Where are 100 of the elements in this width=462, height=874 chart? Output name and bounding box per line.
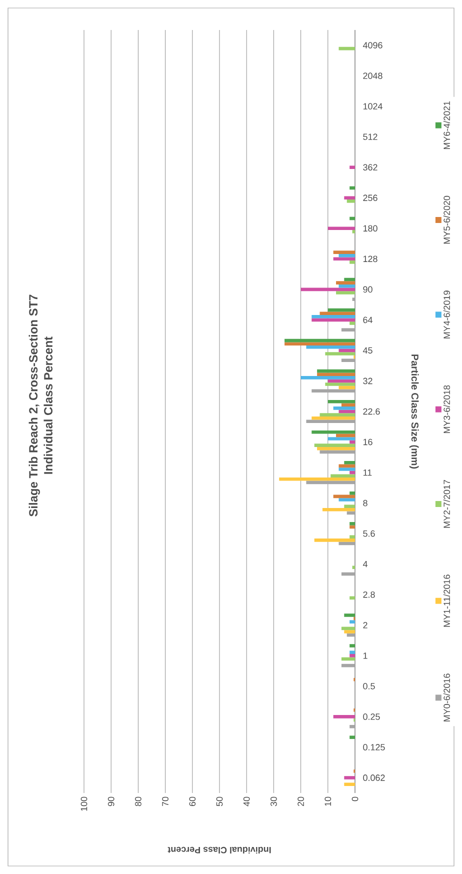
bar	[312, 318, 355, 322]
x-tick-label: 100	[80, 796, 88, 811]
y-tick-label: 2048	[363, 72, 382, 79]
bar	[314, 538, 355, 542]
bar	[325, 352, 355, 356]
legend-label: MY4-6/2019	[443, 290, 450, 338]
bar	[284, 342, 355, 346]
x-tick-label: 80	[135, 796, 142, 806]
bar	[328, 400, 355, 404]
bar	[346, 633, 355, 637]
y-tick-label: 16	[363, 438, 372, 446]
y-tick-label: 4096	[362, 42, 382, 48]
bar	[333, 257, 355, 261]
bar	[338, 410, 355, 414]
bar	[350, 186, 355, 190]
bar	[300, 288, 355, 292]
y-tick-label: 128	[363, 256, 378, 262]
y-tick-label: 0.25	[363, 714, 380, 720]
y-tick-label: 90	[363, 286, 372, 293]
legend-label: MY5-6/2020	[443, 196, 450, 244]
y-tick-label: 8	[363, 500, 368, 506]
x-tick-label: 0	[352, 796, 358, 802]
bar	[306, 420, 355, 424]
bar	[312, 389, 355, 393]
bar	[333, 406, 355, 410]
bar	[325, 382, 355, 386]
bar	[328, 379, 355, 383]
bar	[328, 437, 355, 440]
x-tick-label: 10	[324, 796, 332, 806]
bar	[341, 358, 355, 362]
y-axis-title: Particle Class Size (mm)	[409, 354, 419, 469]
y-tick-label: 2	[363, 622, 368, 628]
bar	[333, 494, 355, 498]
bar	[317, 372, 355, 376]
bar	[341, 403, 355, 407]
bar	[350, 736, 355, 739]
y-tick-label: 256	[363, 194, 378, 202]
bar	[350, 525, 355, 529]
bar	[338, 254, 355, 258]
bar	[344, 630, 355, 634]
bar	[341, 328, 355, 332]
bar	[352, 298, 355, 301]
bar	[350, 654, 355, 658]
bar	[350, 216, 355, 220]
bar	[338, 348, 355, 352]
bar	[336, 291, 355, 294]
bar	[338, 468, 355, 471]
bar	[350, 470, 355, 474]
bar	[344, 196, 355, 200]
bar	[350, 724, 355, 728]
bar	[350, 535, 355, 539]
x-tick-label: 90	[108, 796, 114, 806]
bar	[346, 200, 355, 203]
bar	[336, 434, 355, 438]
text: Silage Trib Reach 2, Cross-Section ST7	[28, 294, 40, 516]
x-tick-label: 20	[298, 796, 304, 806]
bar	[306, 480, 355, 484]
bar	[312, 416, 355, 420]
bar	[279, 477, 355, 481]
bar	[344, 504, 355, 508]
bar	[312, 430, 355, 434]
y-tick-label: 1	[363, 652, 368, 659]
x-tick-label: 30	[270, 796, 277, 806]
legend-label: MY0-6/2016	[443, 674, 450, 722]
bar	[338, 498, 355, 502]
bar	[330, 474, 355, 478]
bar	[338, 542, 355, 546]
bar	[284, 338, 355, 342]
bar	[350, 644, 355, 648]
bar	[320, 450, 355, 454]
y-tick-label: 5.6	[363, 530, 375, 537]
bar	[306, 346, 355, 349]
bar	[350, 440, 355, 444]
y-tick-label: 180	[363, 225, 378, 232]
legend-label: MY3-6/2018	[443, 385, 450, 434]
bar	[333, 715, 355, 718]
y-tick-label: 11	[363, 469, 372, 476]
bar	[350, 596, 355, 600]
y-tick-label: 362	[363, 164, 378, 171]
bar	[346, 511, 355, 515]
y-tick-label: 0.062	[363, 774, 385, 781]
bar	[350, 260, 355, 264]
y-tick-label: 4	[362, 561, 368, 568]
bar	[328, 226, 355, 230]
bar	[336, 281, 355, 284]
text: Individual Class Percent	[44, 336, 52, 474]
x-tick-label: 40	[243, 796, 250, 806]
legend-label: MY6-4/2021	[443, 101, 450, 150]
y-tick-label: 0.125	[363, 744, 385, 750]
bar	[350, 522, 355, 526]
legend-label: MY1-11/2016	[443, 574, 450, 627]
y-tick-label: 2.8	[363, 591, 375, 598]
bar	[338, 46, 355, 50]
bar	[350, 650, 355, 654]
x-axis-title: Individual Class Percent	[168, 846, 271, 854]
bar	[341, 657, 355, 661]
bar	[344, 782, 355, 786]
y-tick-label: 45	[362, 347, 372, 354]
bar	[314, 444, 355, 447]
bar	[312, 314, 355, 318]
